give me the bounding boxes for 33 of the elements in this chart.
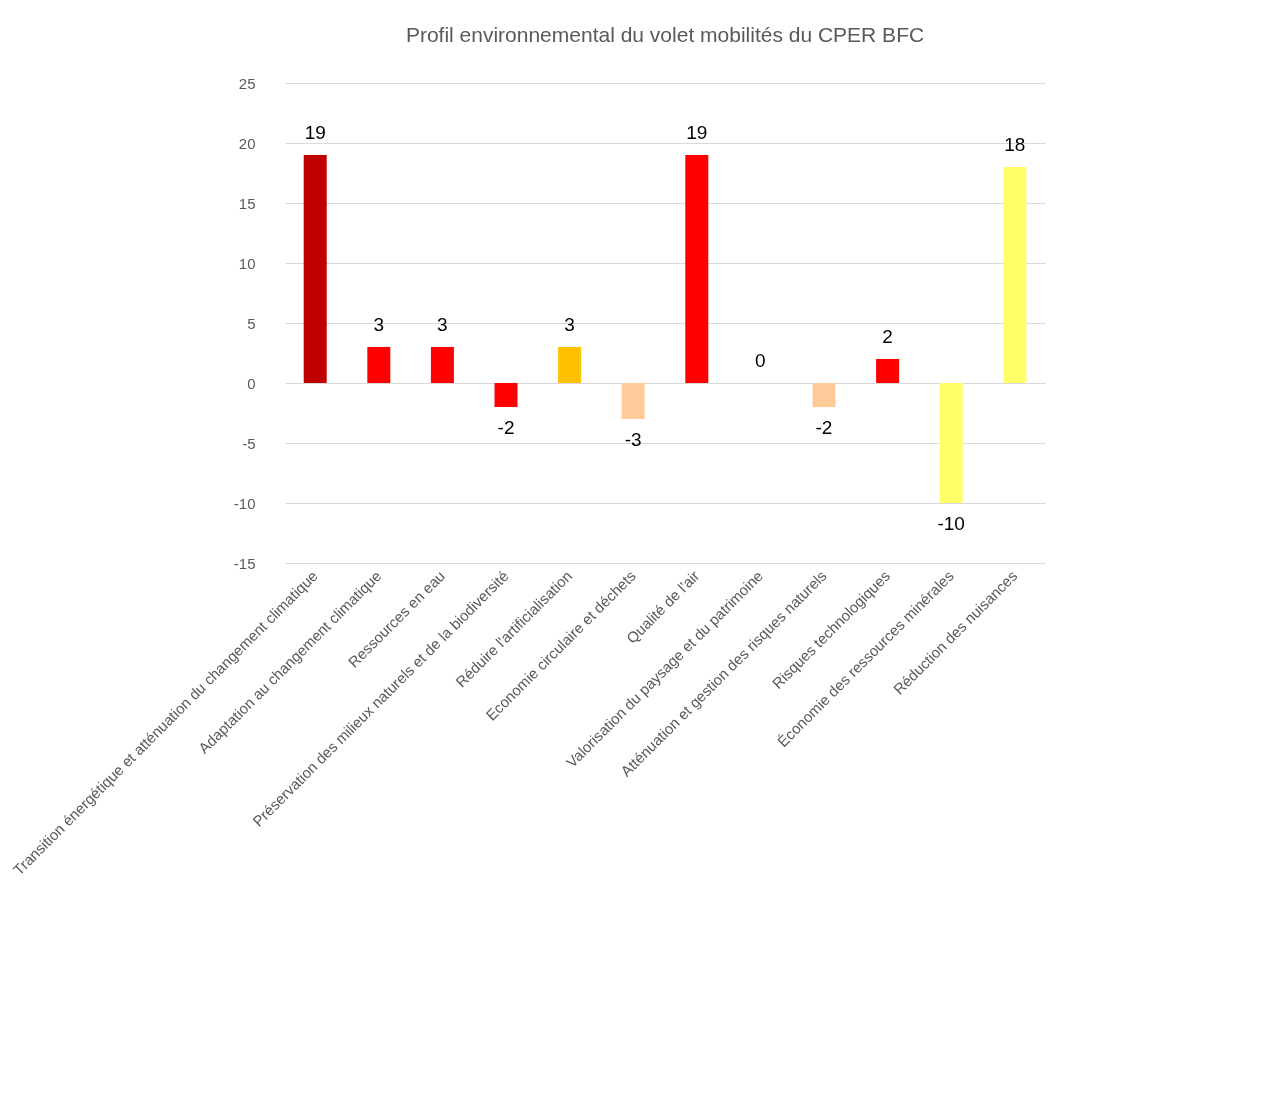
chart-title: Profil environnemental du volet mobilités du CPER BFC [405, 23, 925, 46]
y-tick-label: 5 [247, 314, 256, 332]
bar [685, 155, 709, 383]
bar [1003, 167, 1027, 383]
bar [621, 383, 645, 419]
data-label: 3 [373, 314, 385, 335]
bar [430, 347, 454, 383]
bar [367, 347, 391, 383]
data-label: -3 [624, 429, 642, 450]
data-label: 3 [564, 314, 575, 335]
y-tick-label: -5 [242, 434, 256, 452]
bar [303, 155, 327, 383]
data-label: -10 [937, 513, 965, 534]
data-label: 0 [755, 350, 766, 371]
data-label: -2 [815, 417, 833, 438]
y-tick-label: 20 [238, 134, 256, 152]
y-tick-label: -15 [233, 554, 256, 572]
y-tick-label: -10 [233, 494, 256, 512]
bar [494, 383, 518, 407]
data-label: 19 [304, 122, 326, 143]
y-tick-label: 15 [238, 194, 256, 212]
y-tick-label: 10 [238, 254, 256, 272]
data-label: -2 [497, 417, 515, 438]
data-label: 18 [1004, 134, 1026, 155]
bar [558, 347, 582, 383]
data-label: 19 [686, 122, 708, 143]
data-label: 2 [882, 326, 893, 347]
bar [812, 383, 836, 407]
data-label: 3 [437, 314, 448, 335]
y-tick-label: 25 [238, 74, 256, 92]
y-tick-label: 0 [247, 374, 256, 392]
bar [939, 383, 963, 503]
bar [876, 359, 900, 383]
